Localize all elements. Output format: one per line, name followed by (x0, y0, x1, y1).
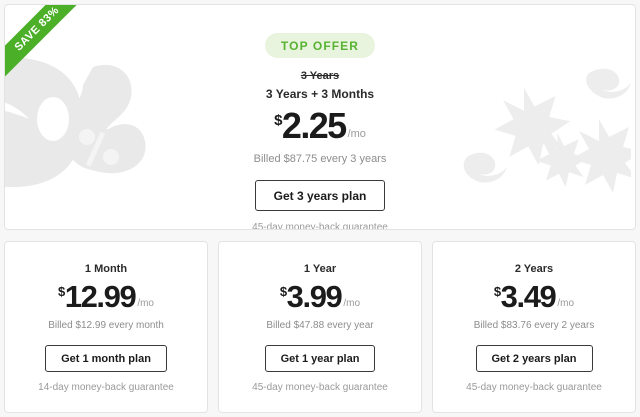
get-1-month-plan-button[interactable]: Get 1 month plan (45, 345, 167, 372)
plan-card-2-years[interactable]: 2 Years $ 3.49 /mo Billed $83.76 every 2… (432, 241, 636, 413)
get-3-years-plan-button[interactable]: Get 3 years plan (254, 180, 386, 211)
plan-guarantee: 45-day money-back guarantee (466, 382, 602, 393)
plan-guarantee: 45-day money-back guarantee (252, 382, 388, 393)
get-1-year-plan-button[interactable]: Get 1 year plan (264, 345, 376, 372)
currency-symbol: $ (274, 112, 282, 129)
currency-symbol: $ (493, 284, 501, 299)
top-offer-price: $ 2.25 /mo (5, 108, 635, 144)
plan-billing-note: Billed $83.76 every 2 years (473, 320, 595, 331)
plan-billing-note: Billed $12.99 every month (48, 320, 164, 331)
plan-price: $ 12.99 /mo (5, 281, 207, 312)
price-amount: 12.99 (64, 279, 137, 314)
plan-card-1-year[interactable]: 1 Year $ 3.99 /mo Billed $47.88 every ye… (218, 241, 422, 413)
currency-symbol: $ (279, 284, 287, 299)
top-offer-original-term: 3 Years (300, 70, 340, 82)
price-period: /mo (347, 128, 366, 140)
price-amount: 3.99 (286, 279, 343, 314)
price-period: /mo (343, 298, 361, 309)
price-amount: 2.25 (281, 105, 347, 146)
plan-term: 1 Year (303, 263, 337, 275)
top-offer-badge: TOP OFFER (264, 33, 376, 58)
top-offer-panel: SAVE 83% TOP OFFER 3 Years 3 Years + 3 M… (4, 4, 636, 230)
top-offer-term: 3 Years + 3 Months (265, 87, 375, 101)
top-offer-guarantee: 45-day money-back guarantee (252, 222, 388, 230)
price-period: /mo (557, 298, 575, 309)
top-offer-content: TOP OFFER 3 Years 3 Years + 3 Months $ 2… (5, 5, 635, 230)
plan-card-1-month[interactable]: 1 Month $ 12.99 /mo Billed $12.99 every … (4, 241, 208, 413)
plan-term: 2 Years (514, 263, 554, 275)
plan-price: $ 3.49 /mo (433, 281, 635, 312)
plan-billing-note: Billed $47.88 every year (266, 320, 374, 331)
get-2-years-plan-button[interactable]: Get 2 years plan (475, 345, 593, 372)
plan-price: $ 3.99 /mo (219, 281, 421, 312)
plan-term: 1 Month (84, 263, 128, 275)
top-offer-billing-note: Billed $87.75 every 3 years (253, 153, 387, 165)
price-amount: 3.49 (500, 279, 557, 314)
price-period: /mo (137, 298, 154, 309)
plan-guarantee: 14-day money-back guarantee (38, 382, 174, 393)
currency-symbol: $ (58, 284, 65, 299)
plan-card-row: 1 Month $ 12.99 /mo Billed $12.99 every … (4, 241, 636, 413)
